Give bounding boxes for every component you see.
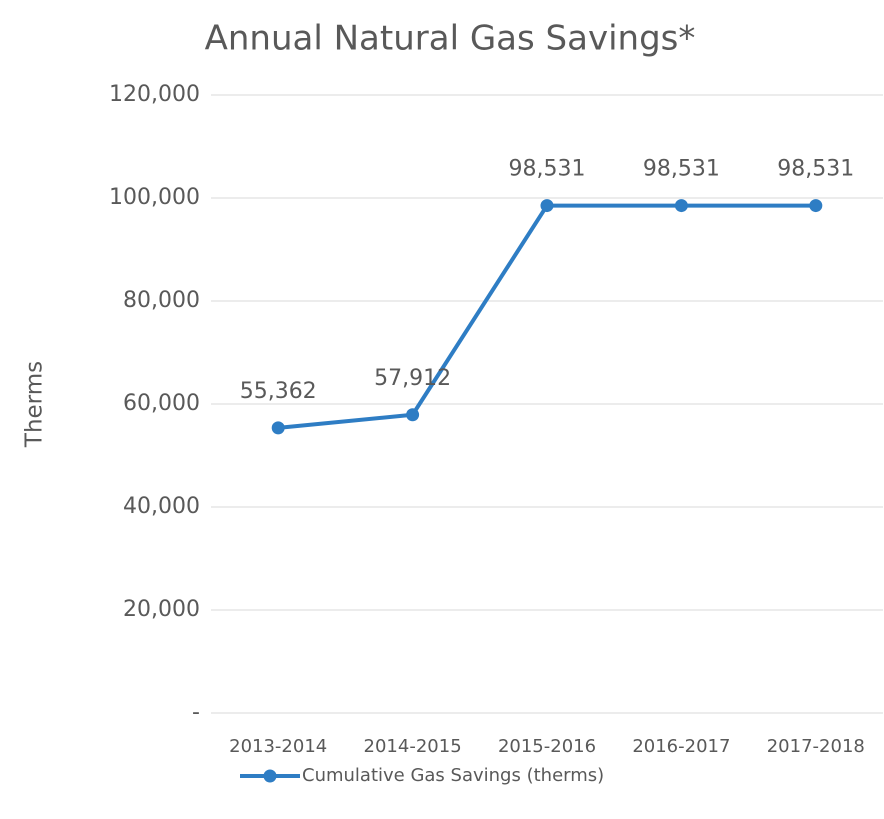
x-tick-label: 2014-2015: [364, 736, 462, 757]
legend-marker: [263, 769, 277, 783]
y-tick-label: -: [192, 700, 200, 725]
data-label: 98,531: [643, 157, 720, 182]
data-point: [406, 408, 420, 422]
data-point: [674, 199, 688, 213]
chart-title: Annual Natural Gas Savings*: [205, 19, 696, 59]
data-label: 98,531: [777, 157, 854, 182]
x-tick-label: 2017-2018: [767, 736, 865, 757]
data-label: 55,362: [240, 379, 317, 404]
y-tick-label: 80,000: [123, 288, 200, 313]
x-tick-label: 2013-2014: [229, 736, 327, 757]
x-tick-label: 2015-2016: [498, 736, 596, 757]
data-point: [540, 199, 554, 213]
y-axis-label: Therms: [22, 361, 48, 448]
y-tick-label: 60,000: [123, 391, 200, 416]
y-tick-label: 20,000: [123, 597, 200, 622]
y-tick-label: 40,000: [123, 494, 200, 519]
data-label: 98,531: [509, 157, 586, 182]
legend-label: Cumulative Gas Savings (therms): [302, 765, 604, 786]
data-point: [271, 421, 285, 435]
data-label: 57,912: [374, 366, 451, 391]
series-line: [278, 203, 816, 430]
x-tick-label: 2016-2017: [632, 736, 730, 757]
y-tick-label: 120,000: [109, 82, 200, 107]
data-point: [809, 199, 823, 213]
y-tick-label: 100,000: [109, 185, 200, 210]
